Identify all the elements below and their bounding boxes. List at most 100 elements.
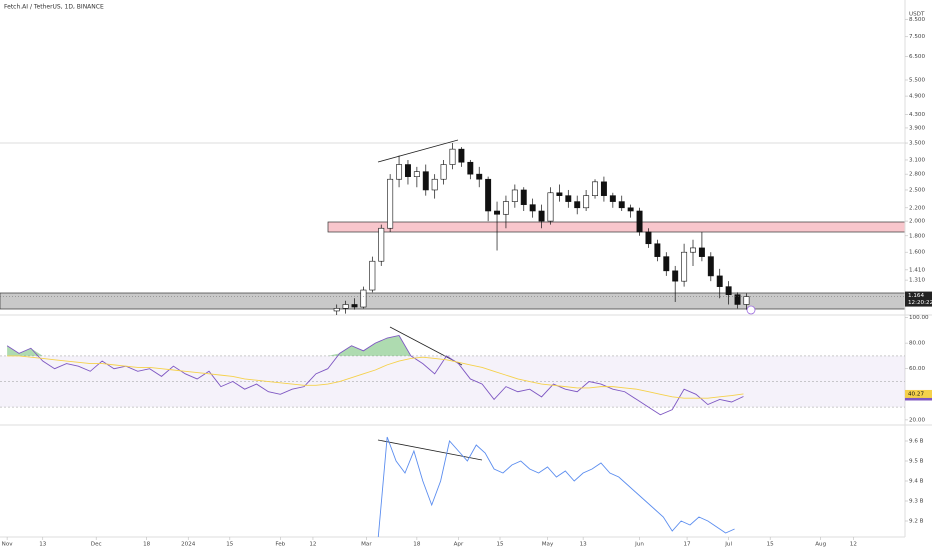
currency-label: USDT [909,12,925,18]
countdown-label: 12:20:22 [908,300,932,306]
candle-body [663,256,670,272]
candle-body [520,189,527,205]
x-tick-label: 15 [767,542,775,548]
x-tick-label: Jul [724,542,732,548]
candle-body [618,201,625,209]
candle-body [378,227,385,262]
alert-icon[interactable] [746,305,756,315]
series-line [6,334,744,416]
y-tick-label: 9.2 B [909,519,924,525]
y-tick-label: 9.5 B [909,459,924,465]
value-box [905,389,932,398]
candle-body [743,296,750,305]
candle-body [502,201,509,215]
candle-body [609,195,616,202]
x-tick-label: 13 [580,542,588,548]
x-tick-label: 15 [496,542,504,548]
y-tick-label: 20.00 [909,417,925,423]
pane [377,436,735,537]
y-tick-label: 4.300 [909,112,925,118]
candle-body [387,178,394,229]
x-tick-label: 2024 [181,542,196,548]
y-tick-label: 2.800 [909,172,925,178]
candle-body [574,201,581,209]
trend-line [377,139,459,163]
pane [0,143,905,315]
last-price-label: 1.164 [908,293,924,299]
candle-body [600,181,607,196]
candle-body [413,171,420,177]
value-label: 40.27 [908,391,924,397]
y-tick-label: 3.500 [909,141,925,147]
series-line [377,436,735,537]
candle-body [672,270,679,282]
y-tick-label: 9.4 B [909,479,924,485]
candle-body [734,294,741,305]
candle-body [529,204,536,212]
x-tick-label: Jun [634,542,644,548]
x-tick-label: Mar [361,542,372,548]
y-tick-label: 100.00 [909,315,929,321]
y-tick-label: 3.900 [909,125,925,131]
candle-body [690,247,696,253]
candle-body [449,148,456,165]
x-tick-label: Aug [815,542,826,548]
candle-body [592,181,598,196]
trend-line [377,439,483,461]
y-tick-label: 4.900 [909,94,925,100]
x-tick-label: Dec [91,542,102,548]
y-tick-label: 1.600 [909,250,925,256]
candle-body [547,192,554,222]
overbought-fill [7,335,744,356]
x-tick-label: Apr [454,542,464,548]
candle-body [422,171,429,191]
x-tick-label: Nov [2,542,14,548]
candle-body [431,178,438,191]
resistance-zone [327,221,906,233]
x-tick-label: 18 [413,542,421,548]
y-tick-label: 60.00 [909,366,925,372]
candle-body [396,164,403,180]
chart-title: Fetch.AI / TetherUS, 1D, BINANCE [4,4,104,11]
candle-body [583,195,590,209]
x-tick-label: 12 [850,542,857,548]
series-line [7,355,744,399]
candle-body [645,231,652,245]
x-tick-label: 13 [39,542,47,548]
candle-body [556,192,563,196]
y-tick-label: 1.410 [909,267,925,273]
candle-body [333,308,340,312]
candle-body [485,178,492,212]
candle-body [351,304,358,308]
y-tick-label: 8.500 [909,17,925,23]
x-tick-label: 18 [143,542,151,548]
y-tick-label: 5.500 [909,77,925,83]
candle-body [458,148,465,163]
x-tick-label: 15 [226,542,234,548]
candle-body [654,243,661,257]
candle-body [627,207,634,212]
candle-body [707,256,714,277]
y-tick-label: 7.500 [909,34,925,40]
candle-body [404,164,411,177]
x-tick-label: May [542,542,554,548]
y-tick-label: 9.6 B [909,439,924,445]
y-tick-label: 2.000 [909,219,925,225]
y-tick-label: 9.3 B [909,499,924,505]
y-tick-label: 80.00 [909,341,925,347]
candle-body [636,210,643,233]
y-tick-label: 3.100 [909,157,925,163]
candle-body [342,304,349,309]
candle-body [538,210,545,222]
y-tick-label: 6.500 [909,54,925,60]
candle-body [511,189,518,202]
candle-body [565,195,572,202]
candle-body [467,161,474,175]
y-tick-label: 2.500 [909,187,925,193]
candle-body [440,164,447,180]
y-tick-label: 1.800 [909,233,925,239]
x-tick-label: 17 [684,542,692,548]
candle-body [716,275,723,287]
